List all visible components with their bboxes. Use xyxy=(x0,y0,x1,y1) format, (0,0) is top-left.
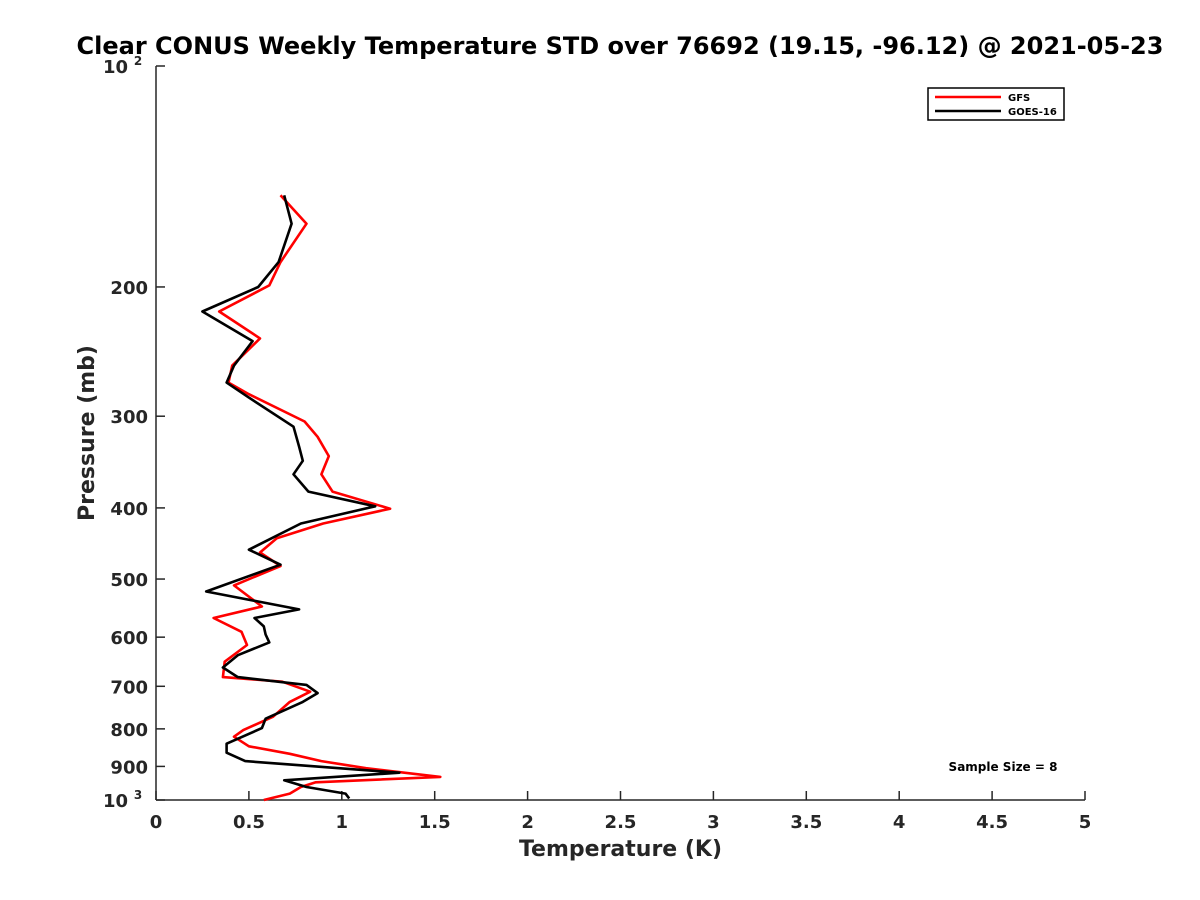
x-tick-label: 0 xyxy=(150,812,163,833)
x-axis-label: Temperature (K) xyxy=(519,837,722,862)
y-tick-label: 600 xyxy=(110,628,148,649)
y-tick-label: 300 xyxy=(110,407,148,428)
y-tick-label: 200 xyxy=(110,278,148,299)
legend-label: GFS xyxy=(1008,93,1030,104)
chart-title: Clear CONUS Weekly Temperature STD over … xyxy=(77,32,1164,60)
series-group xyxy=(201,194,442,802)
y-tick-exponent: 2 xyxy=(134,54,142,68)
y-axis-ticks: 10 2 200 300 400 500 600 700 800 900 10 3 xyxy=(103,54,165,812)
y-axis-label: Pressure (mb) xyxy=(75,345,100,521)
x-tick-label: 3 xyxy=(707,812,720,833)
y-tick-label: 700 xyxy=(110,677,148,698)
y-tick-label: 800 xyxy=(110,720,148,741)
series-line-gfs xyxy=(212,194,442,802)
x-tick-label: 5 xyxy=(1079,812,1092,833)
y-tick-label: 10 xyxy=(103,57,128,78)
legend-box xyxy=(927,87,1065,121)
x-tick-label: 4 xyxy=(893,812,906,833)
legend: GFS GOES-16 xyxy=(927,87,1065,121)
x-axis-ticks: 0 0.5 1 1.5 2 2.5 3 3.5 4 4.5 5 xyxy=(150,791,1092,833)
plot-area: 0 0.5 1 1.5 2 2.5 3 3.5 4 4.5 5 10 2 200 300 400 500 600… xyxy=(103,54,1091,833)
y-tick-exponent: 3 xyxy=(134,788,142,802)
y-tick-label: 900 xyxy=(110,757,148,778)
x-tick-label: 0.5 xyxy=(233,812,265,833)
x-tick-label: 2 xyxy=(521,812,534,833)
y-tick-label: 10 xyxy=(103,791,128,812)
y-tick-label: 500 xyxy=(110,570,148,591)
y-tick-label: 400 xyxy=(110,499,148,520)
series-line-goes-16 xyxy=(201,194,401,800)
x-tick-label: 2.5 xyxy=(605,812,637,833)
sample-size-annotation: Sample Size = 8 xyxy=(949,760,1058,774)
x-tick-label: 3.5 xyxy=(790,812,822,833)
x-tick-label: 1.5 xyxy=(419,812,451,833)
x-tick-label: 4.5 xyxy=(976,812,1008,833)
x-tick-label: 1 xyxy=(336,812,349,833)
legend-label: GOES-16 xyxy=(1008,107,1057,118)
